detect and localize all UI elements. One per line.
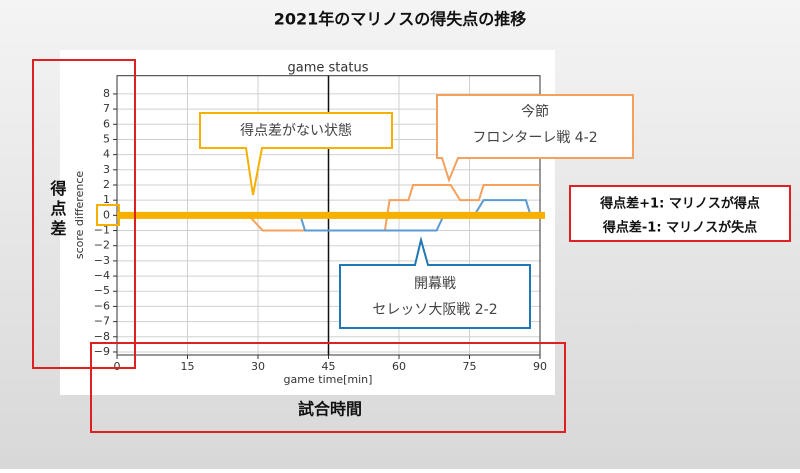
x-tick-label: 45 xyxy=(322,360,336,373)
x-note: 試合時間 xyxy=(298,400,362,419)
x-tick-label: 60 xyxy=(392,360,406,373)
x-axis-label: game time[min] xyxy=(284,373,373,386)
y-tick-label: 3 xyxy=(103,163,110,176)
slide-title: 2021年のマリノスの得失点の推移 xyxy=(274,10,527,29)
callout-text: 今節 xyxy=(521,103,549,120)
x-tick-label: 75 xyxy=(463,360,477,373)
legend-note: 得点差+1: マリノスが得点 xyxy=(599,196,760,212)
legend-note: 得点差-1: マリノスが失点 xyxy=(602,220,757,236)
y-tick-label: 1 xyxy=(103,193,110,206)
callout-text: フロンターレ戦 4-2 xyxy=(472,130,597,146)
y-tick-label: −3 xyxy=(94,254,110,267)
series-line xyxy=(117,183,540,232)
callout-box xyxy=(339,236,531,329)
y-tick-label: 4 xyxy=(103,148,110,161)
y-tick-label: −6 xyxy=(94,299,110,312)
callout-box xyxy=(436,94,634,183)
highlight-box xyxy=(32,59,136,369)
y-note: 得点差 xyxy=(48,179,68,240)
y-tick-label: −1 xyxy=(94,224,110,237)
y-tick-label: −4 xyxy=(94,269,110,282)
y-tick-label: 6 xyxy=(103,117,110,130)
y-tick-label: 0 xyxy=(103,208,110,221)
y-tick-label: −5 xyxy=(94,284,110,297)
callout-text: 得点差がない状態 xyxy=(240,122,352,139)
callout-box xyxy=(199,112,393,196)
y-tick-label: 7 xyxy=(103,102,110,115)
highlight-box xyxy=(96,204,120,226)
x-tick-label: 90 xyxy=(533,360,547,373)
y-tick-label: 8 xyxy=(103,87,110,100)
y-axis-label: score difference xyxy=(73,171,86,260)
y-tick-label: −8 xyxy=(94,330,110,343)
y-tick-label: −7 xyxy=(94,315,110,328)
chart-title: game status xyxy=(288,61,369,76)
y-tick-label: 5 xyxy=(103,132,110,145)
legend-note-box xyxy=(569,185,791,242)
x-tick-label: 0 xyxy=(114,360,121,373)
callout-text: セレッソ大阪戦 2-2 xyxy=(372,302,497,318)
y-tick-label: −9 xyxy=(94,345,110,358)
highlight-box xyxy=(90,342,566,433)
y-tick-label: −2 xyxy=(94,239,110,252)
x-tick-label: 15 xyxy=(181,360,195,373)
callout-text: 開幕戦 xyxy=(414,276,456,292)
y-tick-label: 2 xyxy=(103,178,110,191)
x-tick-label: 30 xyxy=(251,360,265,373)
